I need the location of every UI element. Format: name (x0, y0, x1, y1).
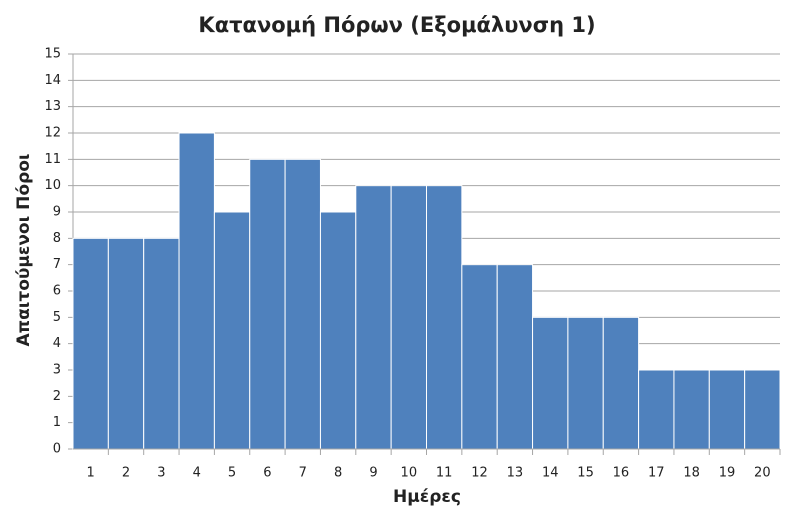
y-tick-label: 7 (53, 257, 61, 272)
bar (72, 237, 109, 450)
bar (426, 185, 463, 450)
x-tick-label: 15 (577, 466, 594, 481)
x-tick-label: 6 (263, 466, 271, 481)
bar (213, 211, 251, 450)
x-tick-label: 14 (542, 466, 559, 481)
x-tick-label: 11 (436, 466, 453, 481)
y-tick-label: 3 (53, 363, 61, 378)
y-tick-label: 9 (53, 205, 61, 220)
x-tick-label: 20 (754, 466, 771, 481)
y-tick-label: 0 (53, 442, 61, 457)
bar (602, 316, 640, 450)
x-tick-label: 9 (369, 466, 377, 481)
x-tick-label: 19 (719, 466, 736, 481)
y-axis-title: Απαιτούμενοι Πόροι (14, 153, 34, 346)
bar (319, 211, 357, 450)
x-tick-label: 1 (87, 466, 95, 481)
bar (143, 237, 180, 450)
x-tick-label: 5 (228, 466, 236, 481)
x-tick-label: 10 (401, 466, 418, 481)
y-tick-label: 1 (53, 415, 61, 430)
bar (355, 185, 392, 450)
bar (673, 369, 710, 450)
bar (708, 369, 746, 450)
bar (178, 132, 215, 450)
bar (638, 369, 675, 450)
bar (249, 158, 286, 450)
y-tick-label: 12 (44, 126, 61, 141)
y-tick-label: 5 (53, 310, 61, 325)
x-tick-label: 18 (683, 466, 700, 481)
bar (284, 158, 321, 450)
x-tick-label: 12 (471, 466, 488, 481)
y-tick-label: 4 (53, 336, 61, 351)
y-tick-label: 13 (44, 99, 61, 114)
y-tick-label: 15 (44, 47, 61, 62)
bar (461, 264, 498, 450)
bar (390, 185, 427, 450)
x-tick-label: 4 (193, 466, 201, 481)
bar (744, 369, 781, 450)
bar (496, 264, 534, 450)
bar (107, 237, 145, 450)
x-tick-label: 8 (334, 466, 342, 481)
x-tick-label: 3 (157, 466, 165, 481)
y-tick-label: 6 (53, 284, 61, 299)
x-axis-title: Ημέρες (393, 487, 461, 507)
y-tick-label: 14 (44, 73, 61, 88)
x-tick-label: 13 (507, 466, 524, 481)
chart-title: Κατανομή Πόρων (Εξομάλυνση 1) (198, 13, 595, 37)
y-tick-label: 11 (44, 152, 61, 167)
x-tick-label: 7 (299, 466, 307, 481)
y-tick-label: 8 (53, 231, 61, 246)
y-tick-label: 2 (53, 389, 61, 404)
x-tick-label: 16 (613, 466, 630, 481)
y-tick-label: 10 (44, 178, 61, 193)
bar (567, 316, 604, 450)
bar (532, 316, 569, 450)
x-tick-label: 17 (648, 466, 665, 481)
x-tick-label: 2 (122, 466, 130, 481)
